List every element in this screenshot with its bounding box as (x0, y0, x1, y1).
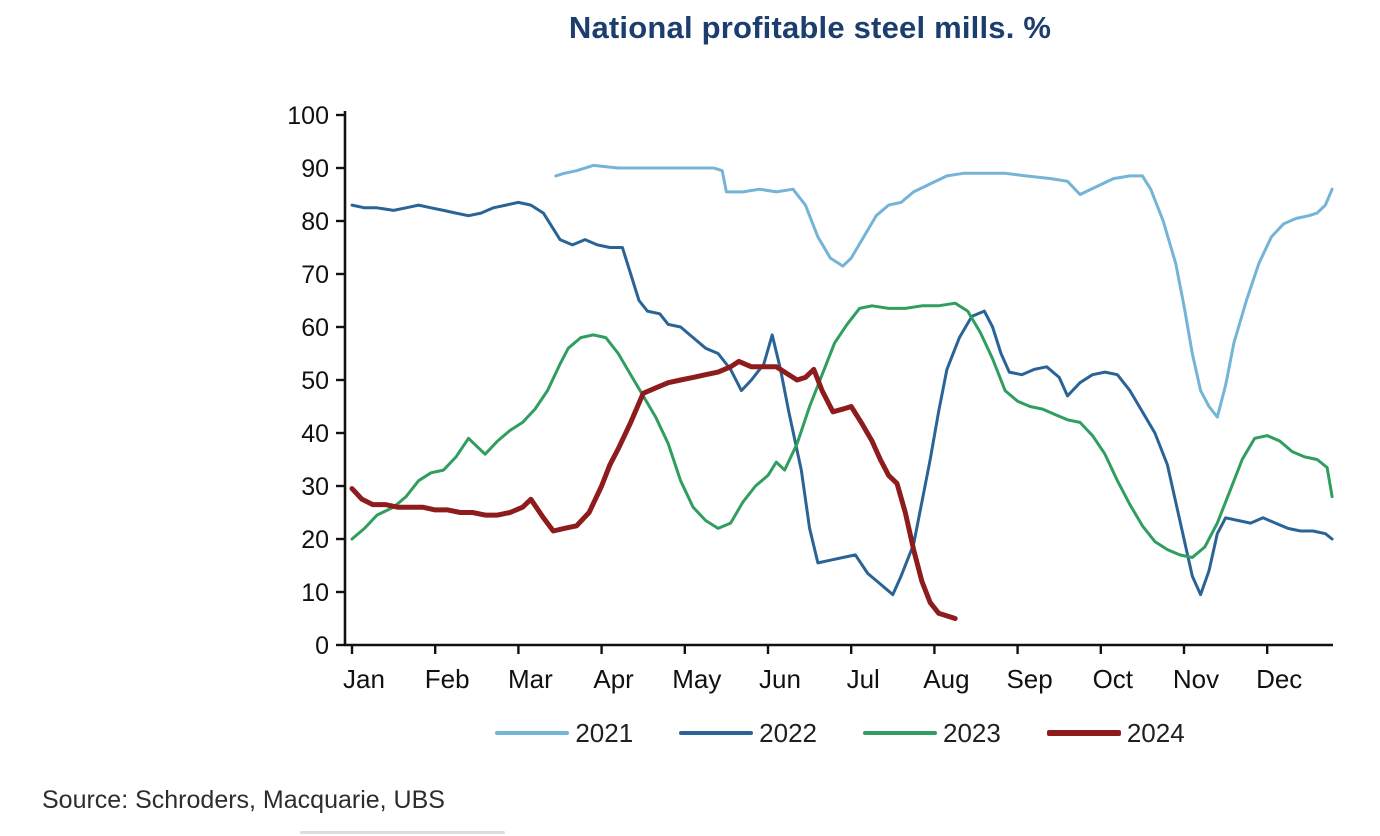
legend-label-2023: 2023 (943, 717, 1001, 748)
legend-item-2022: 2022 (679, 718, 817, 749)
x-tick-label: Nov (1173, 664, 1219, 694)
x-tick-label: Feb (425, 664, 470, 694)
x-tick-label: Jun (759, 664, 801, 694)
x-tick-label: Jul (847, 664, 880, 694)
y-tick-label: 10 (301, 579, 329, 607)
x-tick-label: Sep (1006, 664, 1052, 694)
legend-swatch-2024 (1046, 730, 1121, 736)
chart-title: National profitable steel mills. % (568, 10, 1052, 45)
y-tick-label: 60 (301, 314, 329, 342)
legend-swatch-2021 (495, 731, 570, 735)
y-tick-label: 20 (301, 526, 329, 554)
series-line-2023 (350, 301, 1334, 559)
legend-label-2022: 2022 (759, 717, 817, 748)
y-tick-label: 50 (301, 367, 329, 395)
x-tick-label: Apr (593, 664, 634, 694)
chart-legend: 2021 2022 2023 2024 (345, 712, 1335, 754)
y-tick-label: 70 (301, 261, 329, 289)
legend-item-2023: 2023 (863, 718, 1001, 749)
legend-label-2024: 2024 (1126, 717, 1185, 748)
y-tick-label: 80 (301, 208, 329, 236)
bottom-partial-line (300, 831, 505, 834)
series-line-2021 (554, 163, 1334, 419)
legend-swatch-2023 (863, 731, 937, 735)
x-tick-label: Mar (508, 664, 553, 694)
x-tick-label: Jan (343, 664, 385, 694)
source-note: Source: Schroders, Macquarie, UBS (42, 786, 445, 814)
x-tick-label: May (672, 664, 721, 694)
series-line-2022 (350, 200, 1334, 597)
series-line-2024 (349, 358, 958, 621)
y-tick-label: 100 (287, 102, 329, 130)
legend-label-2021: 2021 (575, 717, 634, 748)
legend-item-2021: 2021 (495, 718, 633, 749)
legend-item-2024: 2024 (1046, 717, 1185, 749)
y-tick-label: 40 (301, 420, 329, 448)
y-tick-label: 90 (301, 155, 329, 183)
x-tick-label: Dec (1256, 664, 1302, 694)
legend-swatch-2022 (679, 731, 754, 735)
y-tick-label: 30 (301, 473, 329, 501)
line-chart: 0 10 20 30 40 50 60 70 80 90 100 Jan Feb Mar Apr May Jun… (287, 102, 1334, 694)
x-tick-label: Oct (1093, 664, 1134, 694)
y-tick-label: 0 (315, 632, 329, 660)
x-tick-label: Aug (923, 664, 969, 694)
